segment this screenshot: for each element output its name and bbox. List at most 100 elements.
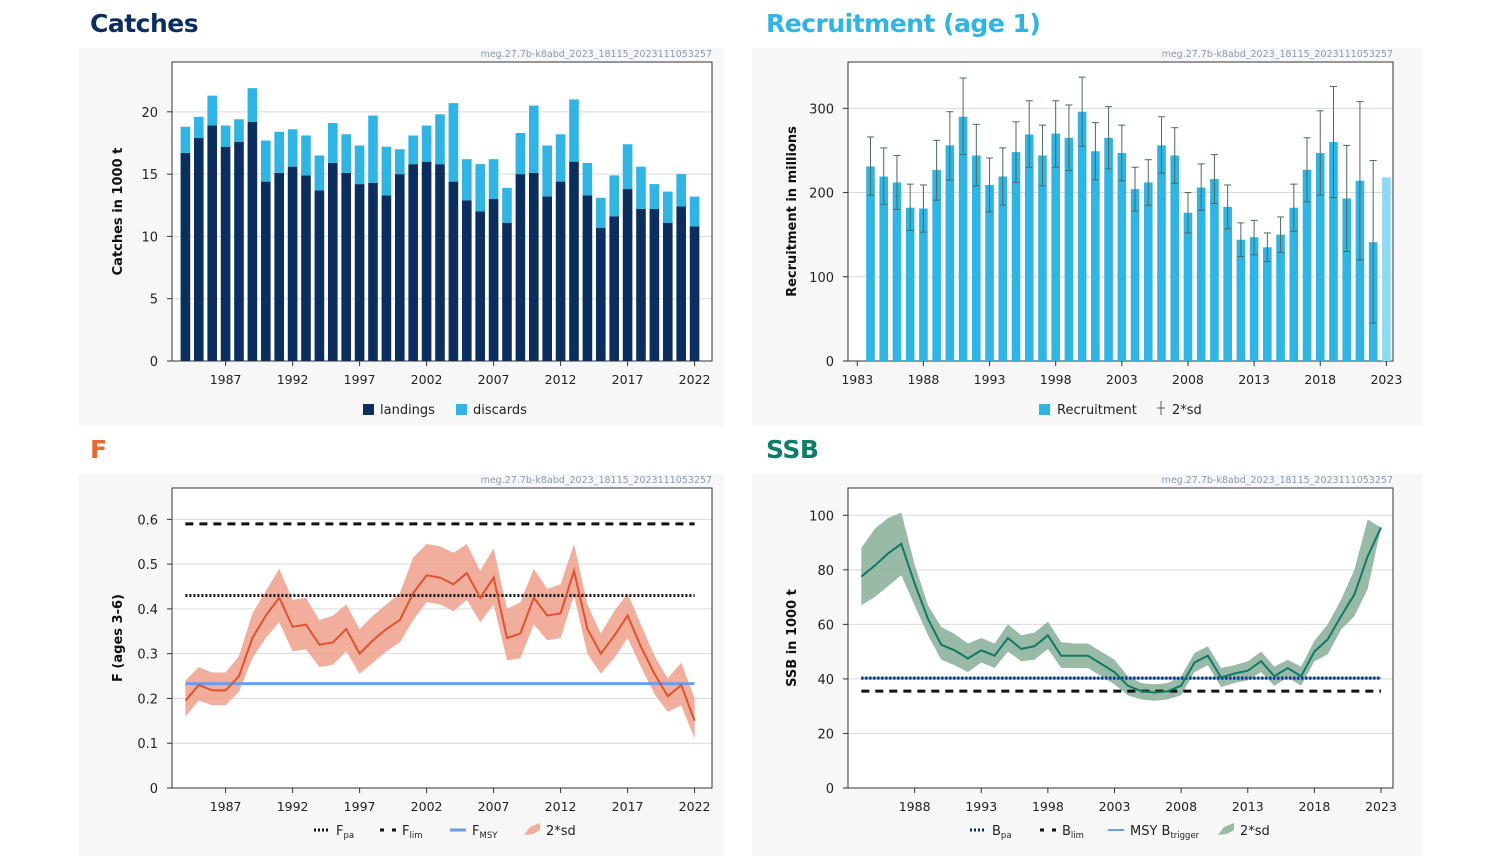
discards-bar (260, 140, 271, 182)
landings-bar (622, 189, 633, 361)
recruitment-bar (1183, 212, 1193, 361)
f-ytick-label: 0.6 (137, 513, 158, 528)
recruitment-xtick-label: 1988 (907, 372, 939, 387)
discards-bar (662, 191, 673, 223)
recruitment-bar (1210, 179, 1219, 361)
legend-landings-swatch (363, 404, 374, 415)
discards-bar (488, 159, 499, 200)
discards-bar (502, 187, 512, 223)
recruitment-xtick-label: 2023 (1370, 372, 1402, 387)
recruitment-bar (932, 169, 941, 361)
legend-fpa-label: Fpa (336, 824, 354, 841)
discards-bar (180, 126, 191, 153)
f-xtick-label: 1992 (277, 799, 309, 814)
discards-bar (448, 103, 459, 182)
ssb-source-id: meg.27.7b-k8abd_2023_18115_2023111053257 (1162, 475, 1393, 486)
landings-bar (515, 174, 526, 361)
recruitment-xtick-label: 1983 (841, 372, 873, 387)
recruitment-xtick-label: 2013 (1238, 372, 1270, 387)
landings-bar (368, 182, 378, 361)
recruitment-bar (1143, 182, 1153, 361)
ssb-xtick-label: 2018 (1298, 799, 1330, 814)
ssb-xtick-label: 2023 (1365, 799, 1397, 814)
discards-bar (689, 196, 700, 227)
landings-bar (676, 206, 686, 361)
recruitment-xtick-label: 2003 (1106, 372, 1138, 387)
legend-bpa-label: Bpa (992, 824, 1012, 841)
recruitment-panel: meg.27.7b-k8abd_2023_18115_2023111053257… (752, 48, 1423, 426)
f-title: F (90, 435, 107, 464)
discards-bar (287, 129, 298, 167)
landings-bar (662, 222, 673, 361)
discards-bar (327, 123, 338, 163)
discards-bar (421, 125, 432, 162)
discards-bar (649, 184, 660, 210)
landings-bar (314, 190, 325, 361)
recruitment-xtick-label: 2008 (1172, 372, 1204, 387)
discards-bar (555, 134, 566, 182)
discards-bar (528, 105, 539, 173)
landings-bar (234, 141, 244, 361)
landings-bar (569, 161, 579, 361)
landings-bar (528, 172, 539, 361)
legend-discards-label: discards (473, 403, 527, 418)
ssb-ytick-label: 100 (809, 509, 834, 524)
f-ytick-label: 0.4 (137, 603, 158, 618)
f-xtick-label: 1997 (344, 799, 376, 814)
discards-bar (636, 166, 646, 210)
f-xtick-label: 1987 (210, 799, 242, 814)
discards-bar (394, 149, 405, 175)
recruitment-bar (1263, 247, 1272, 361)
ssb-ytick-label: 80 (817, 564, 834, 579)
f-panel: meg.27.7b-k8abd_2023_18115_2023111053257… (78, 474, 724, 856)
ssb-xtick-label: 1993 (965, 799, 997, 814)
landings-bar (354, 184, 365, 361)
recruitment-bar (1289, 207, 1299, 361)
landings-bar (274, 172, 284, 361)
discards-bar (582, 162, 593, 196)
recruitment-bar (1024, 134, 1034, 361)
landings-bar (555, 181, 566, 361)
f-xtick-label: 2012 (545, 799, 577, 814)
catches-ytick-label: 5 (150, 293, 158, 308)
discards-bar (435, 114, 445, 165)
landings-bar (220, 146, 231, 361)
ssb-ytick-label: 0 (826, 782, 834, 797)
recruitment-title: Recruitment (age 1) (766, 9, 1041, 38)
recruitment-bar (879, 176, 889, 361)
ssb-xtick-label: 1998 (1032, 799, 1064, 814)
ssb-series-line (860, 527, 1382, 694)
catches-xtick-label: 1997 (344, 372, 376, 387)
legend-sd-swatch (524, 823, 540, 835)
ssb-xtick-label: 1988 (899, 799, 931, 814)
legend-recruitment-label: Recruitment (1057, 403, 1137, 418)
legend-recruitment-swatch (1039, 404, 1050, 415)
ssb-xtick-label: 2008 (1165, 799, 1197, 814)
recruitment-bar (1302, 169, 1312, 361)
landings-bar (287, 166, 298, 361)
discards-bar (408, 135, 418, 165)
f-ylabel: F (ages 3-6) (111, 594, 126, 682)
recruitment-xtick-label: 1993 (974, 372, 1006, 387)
ssb-ytick-label: 60 (817, 618, 834, 633)
recruitment-bar (985, 184, 994, 361)
catches-ylabel: Catches in 1000 t (111, 148, 126, 276)
landings-bar (193, 137, 204, 361)
landings-bar (488, 199, 499, 361)
f-source-id: meg.27.7b-k8abd_2023_18115_2023111053257 (481, 475, 712, 486)
landings-bar (247, 121, 258, 361)
discards-bar (569, 99, 579, 162)
ssb-ytick-label: 40 (817, 673, 834, 688)
legend-landings-label: landings (380, 403, 435, 418)
landings-bar (327, 162, 338, 361)
recruitment-bar (1236, 239, 1246, 361)
recruitment-bar (1249, 237, 1259, 361)
f-plot-border (171, 487, 713, 789)
discards-bar (354, 145, 365, 185)
recruitment-bar (1077, 111, 1087, 361)
catches-xtick-label: 2017 (612, 372, 644, 387)
f-ytick-label: 0 (150, 782, 158, 797)
discards-bar (381, 146, 392, 196)
discards-bar (234, 119, 244, 142)
landings-bar (435, 164, 445, 361)
